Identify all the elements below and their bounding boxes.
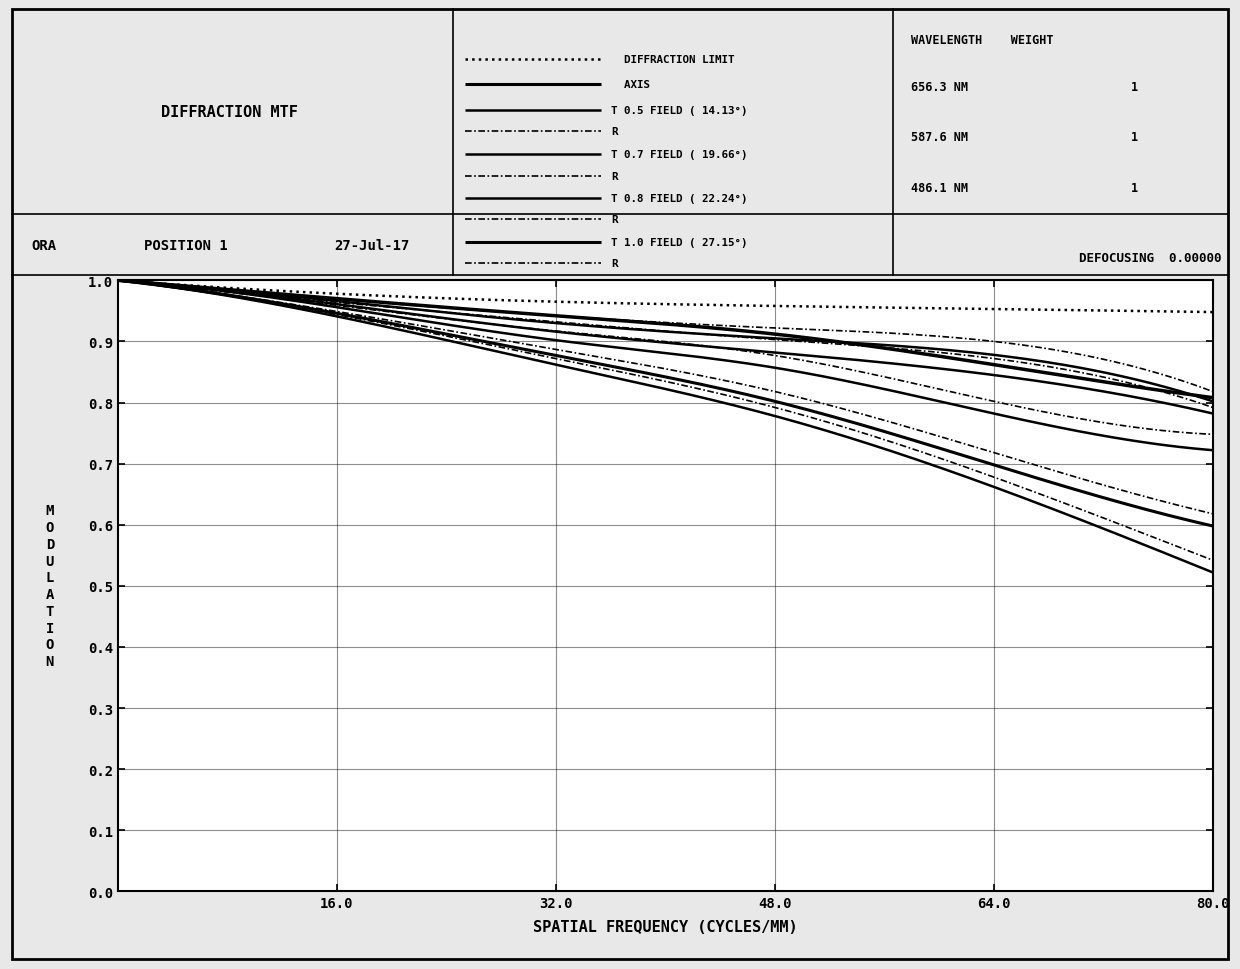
Text: 1: 1 xyxy=(1131,131,1138,144)
Text: DIFFRACTION MTF: DIFFRACTION MTF xyxy=(161,105,298,120)
Text: DIFFRACTION LIMIT: DIFFRACTION LIMIT xyxy=(611,55,735,65)
Text: 486.1 NM: 486.1 NM xyxy=(911,181,968,195)
Text: 656.3 NM: 656.3 NM xyxy=(911,80,968,94)
Text: R: R xyxy=(611,259,618,268)
Text: AXIS: AXIS xyxy=(611,80,650,90)
Text: T 0.7 FIELD ( 19.66°): T 0.7 FIELD ( 19.66°) xyxy=(611,150,748,160)
Text: T 0.5 FIELD ( 14.13°): T 0.5 FIELD ( 14.13°) xyxy=(611,106,748,115)
X-axis label: SPATIAL FREQUENCY (CYCLES/MM): SPATIAL FREQUENCY (CYCLES/MM) xyxy=(533,919,797,933)
Text: T 0.8 FIELD ( 22.24°): T 0.8 FIELD ( 22.24°) xyxy=(611,194,748,203)
Text: ORA: ORA xyxy=(31,238,56,253)
Text: R: R xyxy=(611,172,618,181)
Text: R: R xyxy=(611,215,618,225)
Text: WAVELENGTH    WEIGHT: WAVELENGTH WEIGHT xyxy=(911,34,1054,47)
Text: 587.6 NM: 587.6 NM xyxy=(911,131,968,144)
Text: 27-Jul-17: 27-Jul-17 xyxy=(335,238,409,253)
Text: DEFOCUSING  0.00000: DEFOCUSING 0.00000 xyxy=(1079,252,1221,265)
Text: 1: 1 xyxy=(1131,80,1138,94)
Text: R: R xyxy=(611,127,618,137)
Text: POSITION 1: POSITION 1 xyxy=(144,238,228,253)
Text: M
O
D
U
L
A
T
I
O
N: M O D U L A T I O N xyxy=(46,504,55,669)
Text: T 1.0 FIELD ( 27.15°): T 1.0 FIELD ( 27.15°) xyxy=(611,237,748,247)
Text: 1: 1 xyxy=(1131,181,1138,195)
